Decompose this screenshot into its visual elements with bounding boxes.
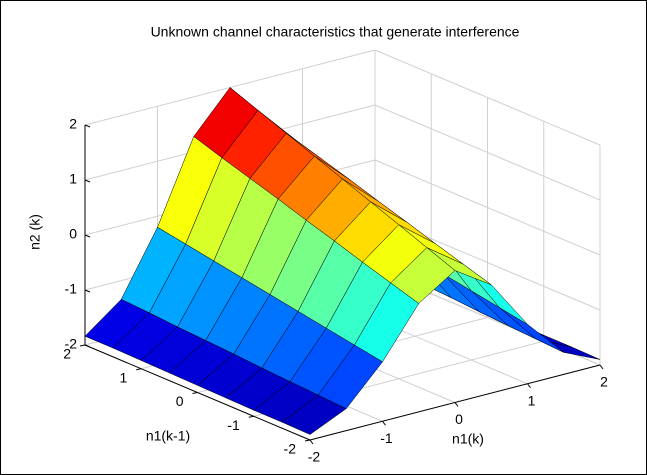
grid-line: [374, 104, 601, 201]
x-tick: [599, 364, 604, 370]
z-tick-label: 2: [69, 116, 77, 132]
z-tick: [84, 344, 91, 348]
x-tick: [527, 383, 531, 389]
y-tick-label: 2: [63, 346, 71, 362]
y-tick: [248, 415, 254, 418]
z-tick: [84, 234, 91, 238]
x-tick: [309, 439, 314, 445]
x-tick-label: -2: [308, 449, 321, 465]
y-tick: [304, 439, 311, 442]
y-tick: [136, 368, 142, 371]
x-tick: [454, 402, 459, 407]
x-tick-label: -1: [380, 430, 393, 446]
z-tick: [84, 289, 91, 293]
y-tick-label: -1: [227, 417, 240, 433]
y-tick-label: 0: [176, 393, 184, 409]
x-tick-label: 1: [528, 392, 536, 408]
surface-patch: [281, 394, 347, 435]
chart-title: Unknown channel characteristics that gen…: [151, 24, 520, 40]
x-tick-label: 0: [455, 411, 463, 427]
z-tick: [84, 179, 91, 183]
y-tick: [79, 344, 86, 347]
y-tick-label: 1: [119, 369, 127, 385]
y-axis-label: n1(k-1): [146, 428, 190, 444]
z-tick-label: -2: [65, 336, 78, 352]
z-axis-label: n2 (k): [27, 214, 43, 250]
y-tick: [192, 392, 198, 394]
y-tick-label: -2: [284, 441, 297, 457]
x-tick-label: 2: [600, 374, 608, 390]
grid-line: [374, 159, 601, 256]
z-tick-label: 1: [69, 171, 77, 187]
z-tick-label: 0: [69, 226, 77, 242]
grid-line: [374, 49, 601, 146]
x-axis-label: n1(k): [452, 431, 484, 447]
x-tick: [382, 420, 386, 426]
z-tick-label: -1: [65, 281, 78, 297]
z-tick: [84, 124, 91, 128]
